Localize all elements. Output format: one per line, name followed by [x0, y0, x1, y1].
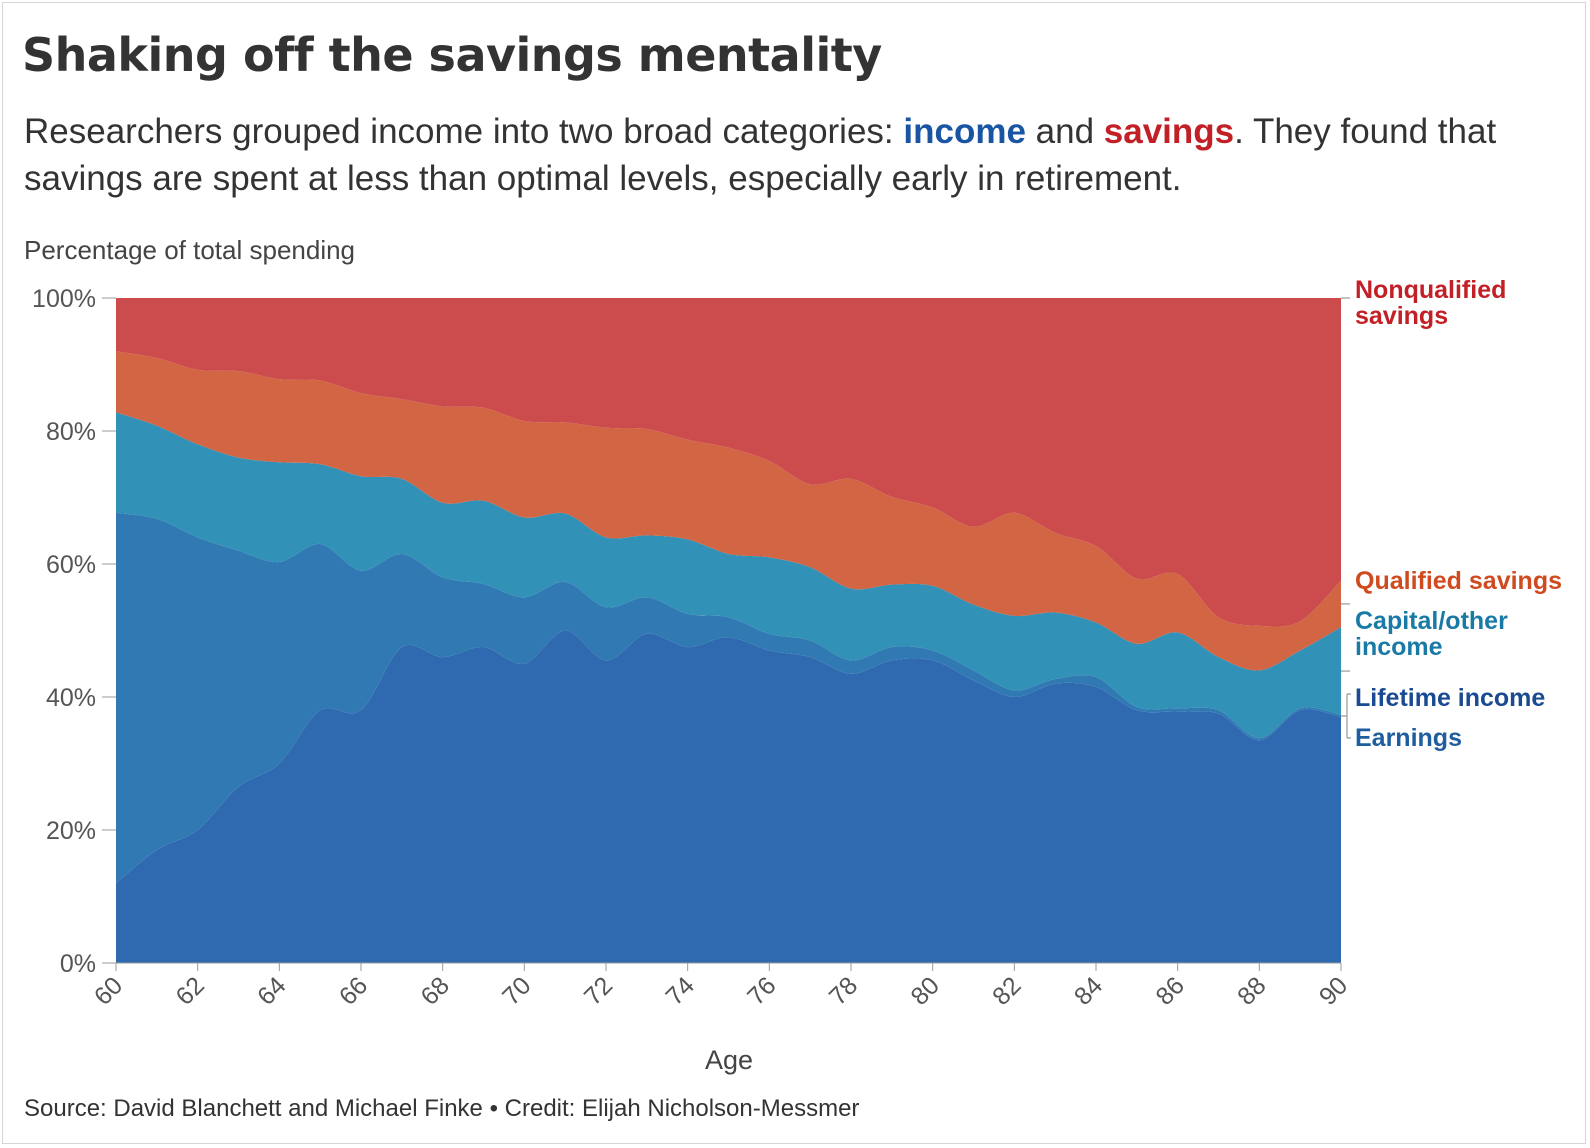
- x-tick-label: 62: [170, 971, 209, 1010]
- x-tick-label: 78: [824, 971, 863, 1010]
- chart-subtitle: Researchers grouped income into two broa…: [24, 108, 1554, 202]
- subtitle-part-1: Researchers grouped income into two broa…: [24, 112, 904, 151]
- series-label-qualified-savings: Qualified savings: [1355, 567, 1562, 595]
- x-tick-label: 70: [497, 971, 536, 1010]
- x-axis: 60 62 64 66 68 70 72 74 76 78 80 82 84 86 88 90: [89, 962, 1353, 1011]
- source-credit: Source: David Blanchett and Michael Fink…: [24, 1095, 860, 1122]
- y-tick-label: 100%: [32, 285, 96, 313]
- area-qualified-savings: [116, 351, 1341, 671]
- subtitle-income-highlight: income: [903, 112, 1026, 151]
- label-bracket: [1341, 693, 1351, 739]
- series-label-nonqualified-savings: savings: [1355, 302, 1448, 330]
- area-series-group: [116, 298, 1341, 963]
- x-tick-label: 90: [1314, 971, 1353, 1010]
- series-label-capital-other-income: Capital/other: [1355, 607, 1508, 635]
- y-tick-label: 40%: [46, 684, 96, 712]
- y-tick-label: 20%: [46, 817, 96, 845]
- y-axis: 0% 20% 40% 60% 80% 100%: [32, 285, 116, 978]
- x-tick-label: 66: [334, 971, 373, 1010]
- x-axis-title: Age: [705, 1045, 753, 1075]
- area-nonqualified-savings: [116, 298, 1341, 627]
- area-capital-other-income: [116, 412, 1341, 739]
- y-tick-label: 0%: [60, 950, 96, 978]
- x-tick-label: 74: [660, 971, 700, 1011]
- series-label-nonqualified-savings: Nonqualified: [1355, 276, 1506, 304]
- series-label-earnings: Earnings: [1355, 724, 1462, 752]
- y-tick-label: 80%: [46, 418, 96, 446]
- series-label-lifetime-income: Lifetime income: [1355, 684, 1545, 712]
- subtitle-part-3: . They found that savings are spent at l…: [24, 112, 1497, 198]
- area-lifetime-income: [116, 512, 1341, 884]
- series-label-capital-other-income: income: [1355, 633, 1443, 661]
- area-earnings: [116, 630, 1341, 963]
- x-tick-label: 68: [415, 971, 454, 1010]
- y-axis-title: Percentage of total spending: [24, 235, 355, 265]
- subtitle-part-2: and: [1025, 112, 1104, 151]
- x-tick-label: 82: [987, 971, 1026, 1010]
- y-tick-label: 60%: [46, 551, 96, 579]
- x-tick-label: 84: [1069, 971, 1109, 1011]
- x-tick-label: 64: [252, 971, 292, 1011]
- x-tick-label: 80: [905, 971, 944, 1010]
- x-tick-label: 86: [1150, 971, 1189, 1010]
- x-tick-label: 72: [579, 971, 618, 1010]
- x-tick-label: 76: [742, 971, 781, 1010]
- chart-title: Shaking off the savings mentality: [22, 28, 882, 82]
- subtitle-savings-highlight: savings: [1103, 112, 1235, 151]
- x-tick-label: 88: [1232, 971, 1271, 1010]
